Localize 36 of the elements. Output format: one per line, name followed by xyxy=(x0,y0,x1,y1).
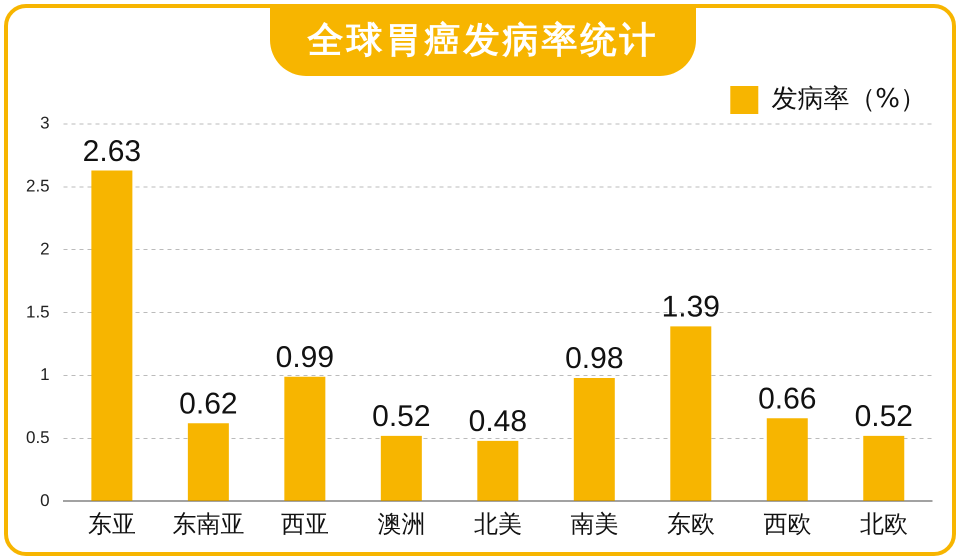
x-tick-label: 西亚 xyxy=(280,510,329,538)
x-tick-label: 北欧 xyxy=(860,510,908,538)
y-tick-label: 2 xyxy=(40,239,50,258)
bar xyxy=(284,376,326,501)
x-tick-label: 南美 xyxy=(570,510,618,538)
chart-title: 全球胃癌发病率统计 xyxy=(270,4,696,76)
y-tick-label: 3 xyxy=(40,114,50,133)
data-label: 0.66 xyxy=(758,382,816,416)
x-tick-label: 西欧 xyxy=(763,510,812,538)
data-label: 0.48 xyxy=(468,405,528,438)
bar xyxy=(670,326,712,501)
data-label: 0.99 xyxy=(276,340,334,374)
y-tick-label: 2.5 xyxy=(26,176,50,196)
y-tick-label: 1 xyxy=(40,365,50,384)
bar xyxy=(766,418,808,501)
data-label: 0.52 xyxy=(854,400,913,434)
data-label: 1.39 xyxy=(662,290,720,324)
bar xyxy=(188,423,229,501)
bar xyxy=(574,378,615,501)
x-tick-label: 东欧 xyxy=(666,510,715,538)
bar xyxy=(380,436,422,501)
x-tick-label: 北美 xyxy=(474,510,522,538)
y-tick-label: 1.5 xyxy=(26,302,50,322)
x-tick-label: 东南亚 xyxy=(172,510,244,538)
x-tick-label: 东亚 xyxy=(88,510,136,538)
bar xyxy=(863,436,904,501)
data-label: 0.98 xyxy=(565,342,624,376)
data-label: 0.52 xyxy=(372,400,431,434)
x-tick-label: 澳洲 xyxy=(377,510,426,538)
bar xyxy=(477,440,518,501)
bar xyxy=(91,170,132,501)
data-label: 0.62 xyxy=(179,388,238,421)
y-tick-label: 0.5 xyxy=(26,428,50,448)
legend-label: 发病率（%） xyxy=(771,84,926,114)
y-tick-label: 0 xyxy=(40,490,50,510)
data-label: 2.63 xyxy=(82,134,142,168)
